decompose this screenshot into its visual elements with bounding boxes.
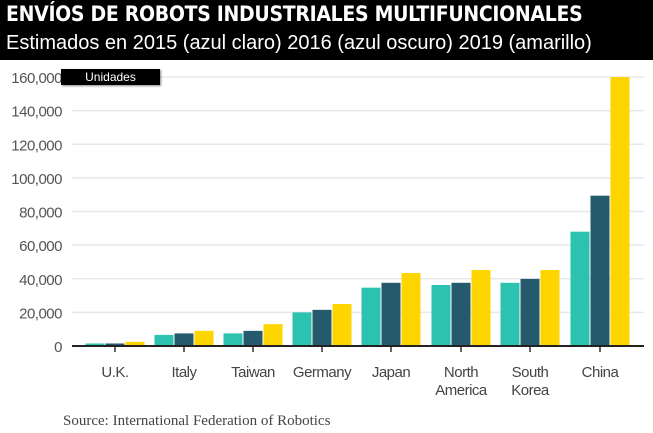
bar	[361, 287, 381, 346]
bar	[243, 330, 263, 346]
bar	[500, 282, 520, 346]
y-tick-label: 140,000	[11, 104, 62, 121]
chart-subtitle: Estimados en 2015 (azul claro) 2016 (azu…	[6, 32, 592, 54]
y-tick-label: 100,000	[11, 171, 62, 188]
title-bar: ENVÍOS DE ROBOTS INDUSTRIALES MULTIFUNCI…	[0, 0, 653, 60]
y-tick-label: 80,000	[19, 205, 62, 222]
x-tick-label: Japan	[372, 364, 411, 381]
y-tick-label: 0	[54, 339, 62, 356]
bar	[471, 270, 491, 346]
bar	[154, 334, 174, 346]
bar-chart: 0 20,000 40,000 60,000 80,000 100,000 120,000 1…	[11, 70, 644, 399]
source-note: Source: International Federation of Robo…	[63, 413, 331, 429]
bar	[570, 231, 590, 346]
bar	[540, 270, 560, 346]
bar	[431, 284, 451, 346]
bar	[194, 330, 214, 346]
x-tick-label: U.K.	[101, 364, 128, 381]
bar	[292, 312, 312, 346]
y-tick-label: 20,000	[19, 305, 62, 322]
y-axis-unit-label: Unidades	[61, 69, 160, 85]
x-tick-label: America	[435, 382, 488, 399]
x-tick-label: North	[444, 364, 478, 381]
x-tick-label: Korea	[511, 382, 550, 399]
bar	[125, 341, 145, 346]
y-tick-label: 60,000	[19, 238, 62, 255]
y-tick-label: 40,000	[19, 272, 62, 289]
x-tick-label: Taiwan	[231, 364, 275, 381]
bar	[174, 333, 194, 346]
chart-title: ENVÍOS DE ROBOTS INDUSTRIALES MULTIFUNCI…	[6, 2, 583, 26]
bar	[223, 333, 243, 346]
bar	[312, 309, 332, 346]
bar	[401, 273, 421, 346]
x-tick-label: Germany	[293, 364, 352, 381]
bar	[332, 303, 352, 346]
bar	[590, 195, 610, 346]
bar	[381, 282, 401, 346]
y-tick-label: 160,000	[11, 70, 62, 87]
bar	[610, 77, 630, 346]
bar	[263, 324, 283, 346]
bar	[85, 343, 105, 346]
y-tick-label: 120,000	[11, 137, 62, 154]
x-tick-label: Italy	[171, 364, 197, 381]
x-tick-label: China	[582, 364, 620, 381]
bar	[451, 282, 471, 346]
bar	[520, 278, 540, 346]
x-tick-label: South	[512, 364, 549, 381]
bar	[105, 343, 125, 346]
